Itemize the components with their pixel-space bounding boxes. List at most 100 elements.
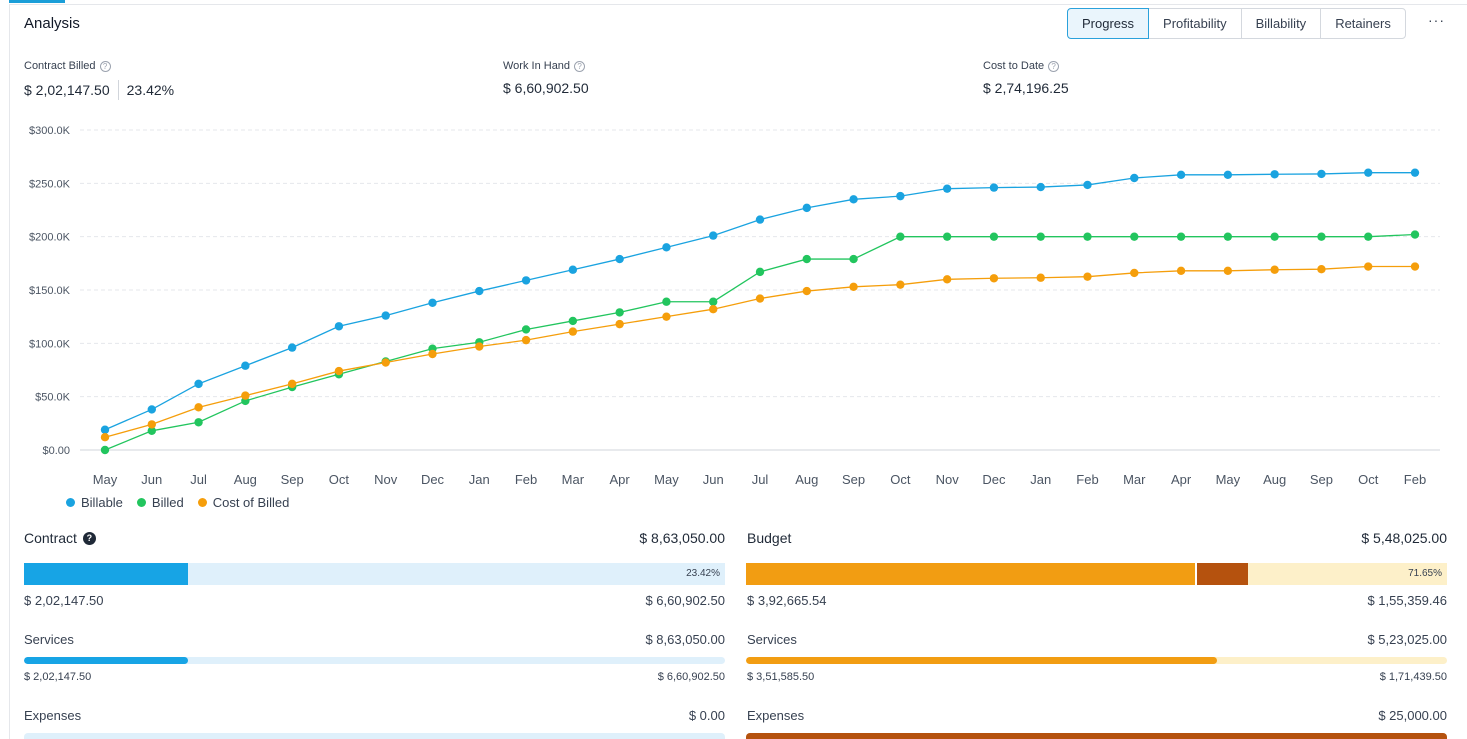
- contract-progress-fill: [24, 563, 189, 585]
- view-tabs: Progress Profitability Billability Retai…: [1067, 8, 1406, 39]
- data-point: [942, 184, 952, 193]
- kpi-cost-to-date: Cost to Date? $ 2,74,196.25: [983, 60, 1069, 96]
- y-tick-label: $0.00: [42, 445, 70, 457]
- contract-label: Contract: [24, 530, 77, 546]
- data-point: [241, 361, 250, 370]
- tab-billability[interactable]: Billability: [1240, 8, 1322, 39]
- x-tick-label: Aug: [795, 472, 818, 487]
- data-point: [1364, 232, 1373, 241]
- x-tick-label: Apr: [1171, 472, 1192, 487]
- chart-legend: Billable Billed Cost of Billed: [66, 495, 289, 510]
- data-point: [475, 342, 484, 351]
- contract-services-total: $ 8,63,050.00: [645, 632, 725, 647]
- divider: [117, 80, 119, 100]
- data-point: [896, 232, 905, 241]
- data-point: [896, 191, 905, 201]
- x-tick-label: Feb: [1404, 472, 1426, 487]
- y-tick-label: $200.0K: [29, 232, 71, 244]
- kpi-label: Work In Hand: [503, 60, 571, 72]
- info-icon[interactable]: ?: [82, 531, 96, 545]
- data-point: [896, 280, 905, 289]
- x-tick-label: Apr: [610, 472, 631, 487]
- contract-services-billed: $ 2,02,147.50: [24, 671, 92, 683]
- budget-services-fill: [746, 657, 1218, 664]
- data-point: [989, 183, 999, 192]
- series-line: [104, 265, 1415, 438]
- x-tick-label: Nov: [936, 472, 960, 487]
- data-point: [568, 316, 578, 326]
- data-point: [1223, 266, 1233, 275]
- contract-services-label: Services: [24, 632, 74, 647]
- x-tick-label: May: [93, 472, 118, 487]
- data-point: [989, 232, 999, 241]
- help-circle-icon[interactable]: ?: [574, 60, 586, 72]
- data-point: [194, 403, 203, 412]
- x-tick-label: Jun: [703, 472, 724, 487]
- data-point: [755, 267, 765, 277]
- kpi-work-in-hand: Work In Hand? $ 6,60,902.50: [503, 60, 589, 96]
- x-tick-label: Sep: [281, 472, 304, 487]
- data-point: [100, 433, 110, 442]
- data-point: [1130, 173, 1139, 183]
- data-point: [709, 297, 718, 306]
- x-tick-label: Dec: [421, 472, 445, 487]
- panel-title: Analysis: [24, 15, 80, 32]
- help-circle-icon[interactable]: ?: [99, 60, 111, 72]
- budget-services-bar: [746, 657, 1447, 664]
- data-point: [194, 418, 203, 427]
- tab-profitability[interactable]: Profitability: [1148, 8, 1242, 39]
- data-point: [147, 420, 156, 429]
- kpi-value: $ 2,02,147.50: [24, 82, 110, 98]
- legend-label: Cost of Billed: [212, 495, 290, 510]
- legend-marker: [66, 498, 75, 507]
- data-point: [1270, 170, 1279, 179]
- data-point: [428, 298, 437, 307]
- data-point: [381, 358, 390, 367]
- progress-line-chart: $0.00 $50.0K $100.0K $150.0K $200.0K $250.0K $…: [29, 125, 1440, 487]
- data-point: [521, 325, 531, 334]
- kpi-percent: 23.42%: [126, 82, 175, 98]
- x-tick-label: Dec: [982, 472, 1006, 487]
- contract-expenses-total: $ 0.00: [688, 708, 725, 723]
- data-point: [1036, 273, 1045, 282]
- data-point: [100, 445, 110, 455]
- x-tick-label: Oct: [890, 472, 911, 487]
- legend-item-cost-of-billed[interactable]: Cost of Billed: [197, 495, 290, 510]
- contract-total: $ 8,63,050.00: [639, 530, 725, 546]
- contract-expenses-label: Expenses: [24, 708, 82, 723]
- legend-label: Billed: [151, 495, 184, 510]
- x-tick-label: Sep: [1310, 472, 1333, 487]
- contract-billed-value: $ 2,02,147.50: [24, 593, 104, 608]
- data-point: [849, 282, 858, 291]
- data-point: [568, 265, 578, 274]
- tab-progress[interactable]: Progress: [1067, 8, 1150, 39]
- data-point: [521, 335, 531, 345]
- budget-expenses-total: $ 25,000.00: [1378, 708, 1447, 723]
- budget-label: Budget: [747, 530, 792, 546]
- x-tick-label: Aug: [234, 472, 257, 487]
- data-point: [1036, 182, 1045, 192]
- x-tick-label: Mar: [1123, 472, 1146, 487]
- data-point: [849, 254, 858, 264]
- data-point: [1083, 180, 1092, 190]
- data-point: [1270, 232, 1279, 241]
- x-tick-label: Aug: [1263, 472, 1286, 487]
- data-point: [802, 203, 811, 213]
- contract-progress-bar: 23.42%: [24, 563, 725, 585]
- kpi-value: $ 2,74,196.25: [983, 80, 1069, 96]
- data-point: [662, 312, 671, 321]
- data-point: [989, 274, 999, 283]
- legend-item-billable[interactable]: Billable: [66, 495, 123, 510]
- budget-services-total: $ 5,23,025.00: [1367, 632, 1447, 647]
- contract-services-remaining: $ 6,60,902.50: [657, 671, 725, 683]
- data-point: [1410, 262, 1420, 271]
- legend-item-billed[interactable]: Billed: [136, 495, 184, 510]
- data-point: [1223, 170, 1233, 179]
- data-point: [147, 405, 156, 414]
- help-circle-icon[interactable]: ?: [1048, 60, 1060, 72]
- x-tick-label: Feb: [1076, 472, 1098, 487]
- tab-retainers[interactable]: Retainers: [1320, 8, 1406, 39]
- contract-services-bar: [24, 657, 725, 664]
- more-horizontal-icon[interactable]: ···: [1428, 12, 1445, 28]
- data-point: [287, 379, 297, 389]
